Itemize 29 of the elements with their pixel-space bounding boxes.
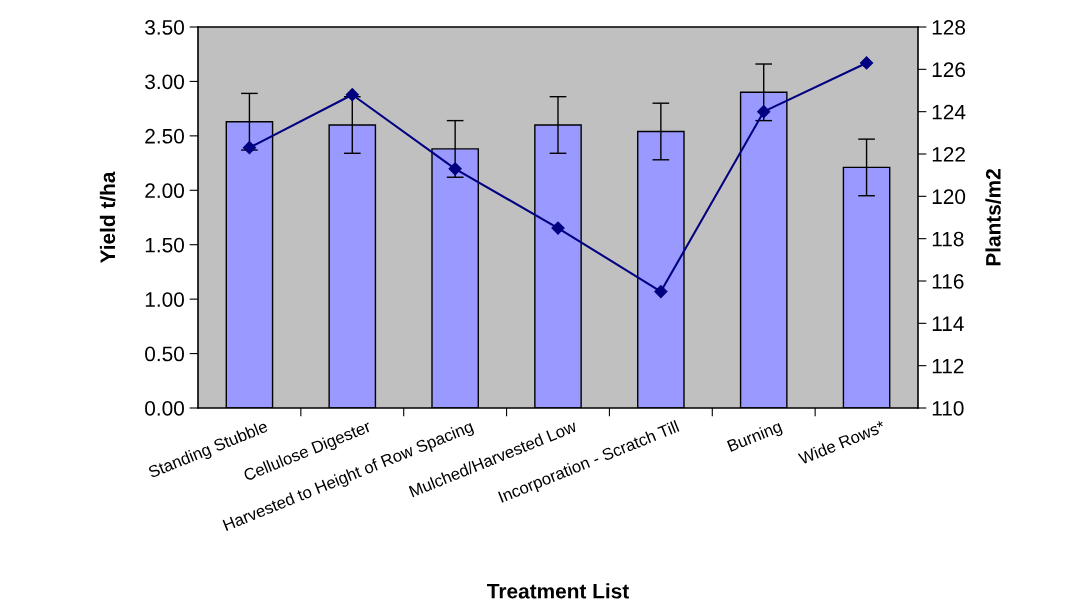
- y2-tick-label: 126: [932, 62, 966, 78]
- point: [859, 56, 874, 70]
- y2-axis-title: Plants/m2: [985, 169, 1001, 266]
- y2-tick-label: 116: [932, 274, 964, 289]
- point: [448, 162, 462, 176]
- y2-tick-label: 122: [932, 147, 965, 162]
- y-tick-label: 3.00: [145, 74, 184, 90]
- y2-tick-label: 124: [932, 104, 966, 120]
- point: [551, 221, 565, 235]
- y-tick-label: 0.00: [145, 401, 184, 416]
- point: [654, 284, 668, 299]
- y-axis-title: Yield t/ha: [99, 171, 116, 264]
- x-axis-title: Treatment List: [487, 583, 629, 599]
- y-tick-label: 2.00: [145, 183, 184, 199]
- y-tick-label: 0.50: [145, 346, 184, 362]
- point: [757, 105, 771, 119]
- point: [242, 141, 257, 155]
- y-tick-label: 2.50: [145, 128, 184, 144]
- y2-tick-label: 112: [932, 358, 964, 374]
- y2-tick-label: 118: [932, 231, 964, 247]
- y2-tick-label: 114: [932, 316, 964, 331]
- y-tick-label: 3.50: [145, 20, 184, 35]
- point: [345, 88, 359, 102]
- y2-tick-label: 110: [932, 401, 964, 416]
- y2-tick-label: 128: [932, 20, 966, 35]
- y-tick-label: 1.00: [145, 292, 184, 307]
- y2-tick-label: 120: [932, 189, 966, 205]
- x-tick-label: Wide Rows*: [797, 419, 886, 465]
- y-tick-label: 1.50: [145, 237, 184, 253]
